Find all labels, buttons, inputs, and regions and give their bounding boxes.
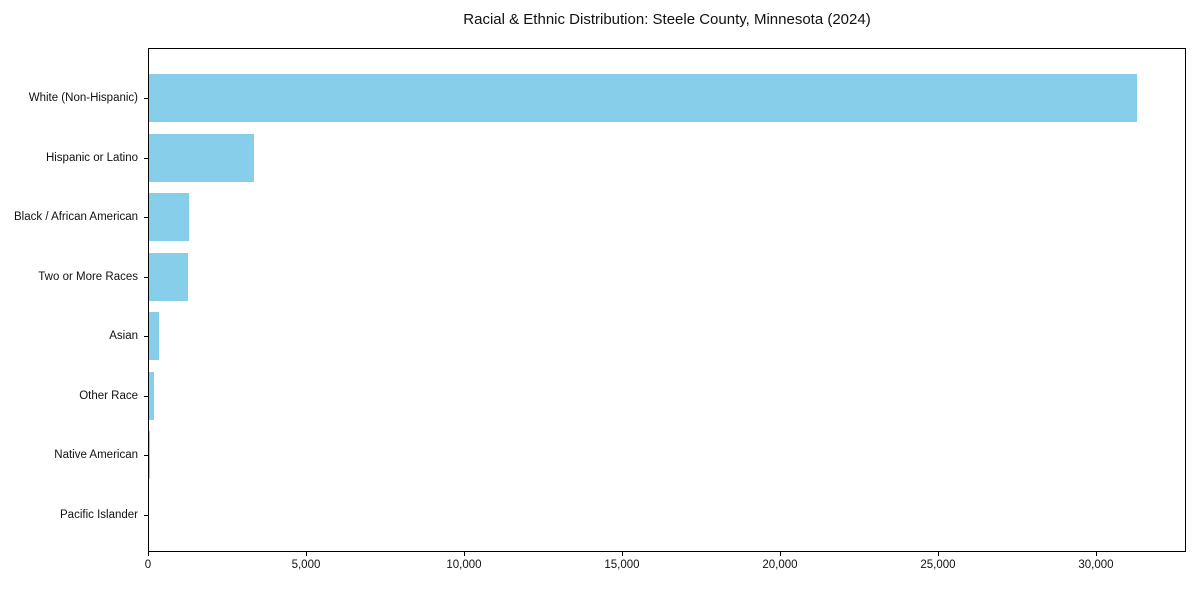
y-axis-category-label: Asian xyxy=(109,330,138,343)
bar xyxy=(149,431,150,480)
y-axis-tick-mark xyxy=(144,157,148,159)
bar xyxy=(149,252,188,301)
x-axis-tick-mark xyxy=(937,552,939,556)
y-axis-category-label: Hispanic or Latino xyxy=(45,151,138,164)
y-axis-tick-mark xyxy=(144,455,148,457)
bar xyxy=(149,193,189,242)
x-axis-tick-label: 20,000 xyxy=(762,559,798,571)
x-axis-tick-mark xyxy=(305,552,307,556)
y-axis-tick-mark xyxy=(144,514,148,516)
y-axis-category-label: White (Non-Hispanic) xyxy=(28,92,138,104)
x-axis-tick-label: 0 xyxy=(144,559,152,571)
y-axis-category-label: Black / African American xyxy=(14,211,138,224)
y-axis-tick-mark xyxy=(144,395,148,397)
x-axis-tick-mark xyxy=(621,552,623,556)
y-axis-category-label: Native American xyxy=(54,449,138,462)
x-axis-tick-mark xyxy=(1095,552,1097,556)
x-axis-tick-label: 5,000 xyxy=(291,559,321,571)
bar xyxy=(149,74,1137,122)
x-axis-tick-mark xyxy=(148,552,149,556)
x-axis-tick-label: 30,000 xyxy=(1078,559,1114,571)
bar xyxy=(149,371,154,420)
chart-title: Racial & Ethnic Distribution: Steele Cou… xyxy=(463,11,871,28)
y-axis-category-label: Pacific Islander xyxy=(60,508,138,521)
y-axis-category-label: Two or More Races xyxy=(38,270,138,283)
y-axis-tick-mark xyxy=(144,336,148,338)
x-axis-tick-label: 15,000 xyxy=(604,559,640,571)
y-axis-tick-mark xyxy=(144,98,148,99)
plot-area xyxy=(148,48,1186,552)
y-axis-category-label: Other Race xyxy=(79,389,138,402)
y-axis-tick-mark xyxy=(144,276,148,278)
x-axis-tick-mark xyxy=(463,552,465,556)
bar xyxy=(149,312,159,361)
x-axis-tick-mark xyxy=(779,552,781,556)
y-axis-tick-mark xyxy=(144,217,148,219)
x-axis-tick-label: 10,000 xyxy=(446,559,482,571)
bar xyxy=(149,133,255,182)
x-axis-tick-label: 25,000 xyxy=(920,559,956,571)
